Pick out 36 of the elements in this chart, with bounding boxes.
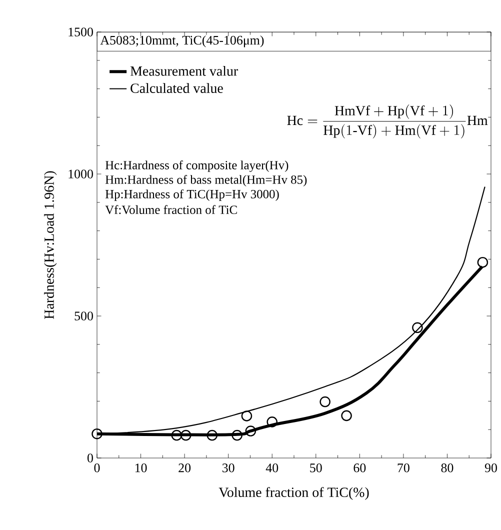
y-tick-label: 1500 [68,28,93,36]
x-tick-label: 80 [441,464,454,472]
point [412,322,423,334]
y-tick-label: 500 [74,312,93,320]
point [171,430,182,441]
x-tick-label: 90 [484,464,497,472]
y-tick-label: 0 [88,454,93,462]
point [92,428,102,440]
x-tick-label: 40 [266,464,278,472]
annotation: Hc:Hardness of composite layer(Hv) [105,160,288,172]
x-axis-title: Volume fraction of TiC(%) [218,487,369,500]
annotation: $\mathrm{Hc}=\frac{\mathrm{HmVf}+\mathrm{Hp}(\mathrm{Vf}+1)}{\mathrm{Hp}(1\text{-}\mathrm{Vf})+\mathrm{Hm}(\mathrm{Vf}+1)}\mathrm{Hm}$ [287,104,488,138]
legend-label: Measurement valur [130,66,238,76]
point [266,416,278,428]
legend-label: Calculated value [130,83,223,93]
point [320,396,330,408]
x-tick-label: 30 [222,464,234,472]
point [232,430,242,441]
y-axis-title: Hardness(Hv:Load 1.96N) [44,171,57,319]
x-tick-label: 0 [94,464,100,472]
annotation: Hp:Hardness of TiC(Hp=Hv 3000) [105,189,279,201]
point [245,426,256,436]
annotation: Hm:Hardness of bass metal(Hm=Hv 85) [105,174,307,186]
x-tick-label: 60 [354,464,366,472]
annotation: Vf:Volume fraction of TiC [105,205,237,214]
x-tick-label: 20 [178,464,191,472]
annotation: A5083;10mmt, TiC(45-106μm) [100,35,264,48]
x-tick-label: 10 [135,464,147,472]
y-tick-label: 1000 [68,170,93,178]
point [206,430,218,441]
point [341,410,352,422]
point [180,430,192,441]
point [477,256,488,268]
x-tick-label: 70 [398,464,410,472]
point [241,410,252,422]
x-tick-label: 50 [310,464,322,472]
